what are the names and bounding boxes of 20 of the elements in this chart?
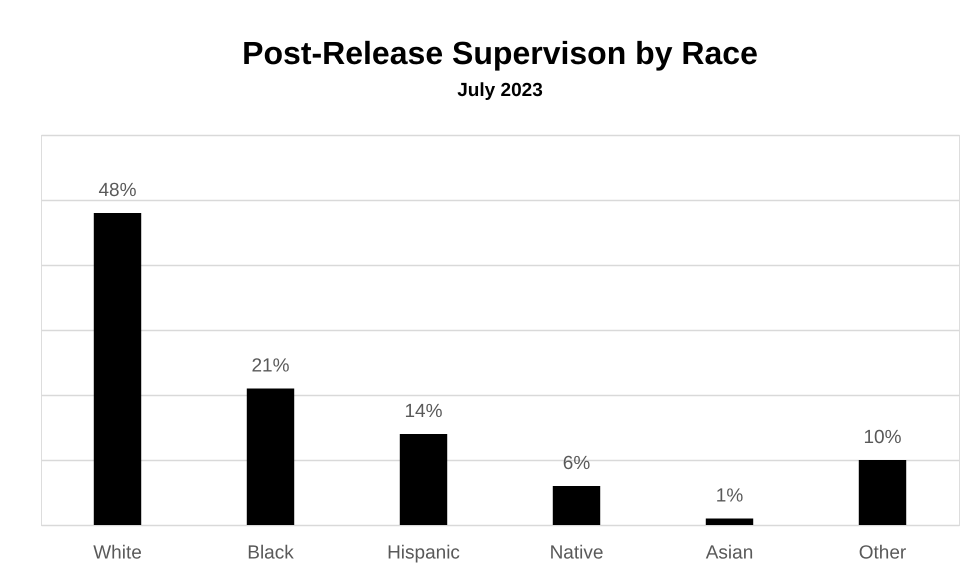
x-tick-label: White: [93, 542, 142, 564]
data-label: 1%: [716, 486, 744, 506]
data-label: 10%: [863, 427, 902, 448]
x-tick-label: Black: [247, 542, 294, 564]
bar: [246, 388, 294, 525]
data-label: 14%: [404, 401, 443, 422]
bar: [400, 434, 448, 525]
bar: [94, 213, 142, 525]
bar: [858, 460, 906, 525]
bar: [706, 518, 754, 525]
data-label: 21%: [251, 356, 290, 376]
x-tick-label: Other: [858, 542, 907, 564]
x-tick-label: Native: [550, 542, 604, 564]
x-tick-label: Asian: [706, 542, 754, 564]
data-label: 48%: [98, 180, 137, 201]
data-label: 6%: [562, 453, 590, 474]
chart-subtitle: July 2023: [457, 80, 543, 101]
bar: [552, 486, 600, 525]
chart-title: Post-Release Supervison by Race: [242, 35, 758, 71]
x-tick-label: Hispanic: [387, 542, 460, 564]
